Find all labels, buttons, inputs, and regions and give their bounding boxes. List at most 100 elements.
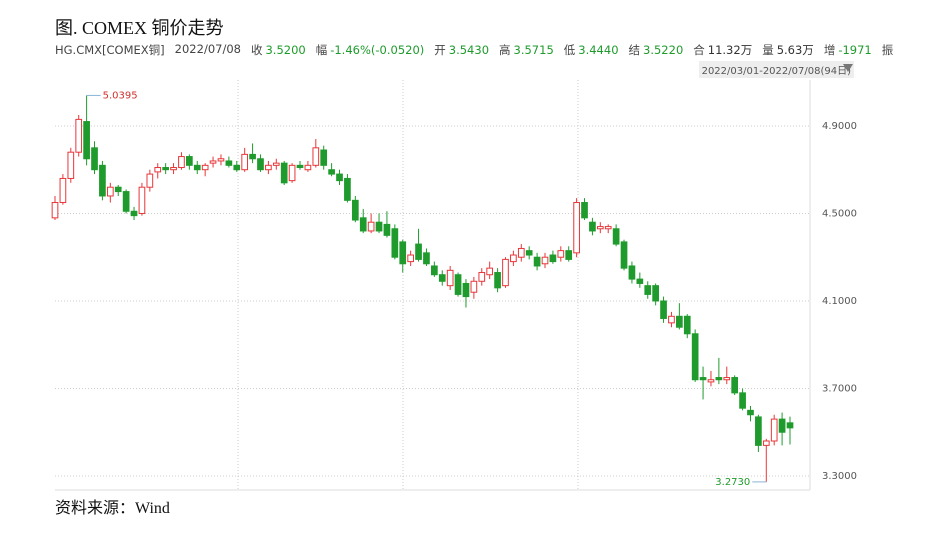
quote-info: HG.CMX[COMEX铜] 2022/07/08 收 3.5200 幅 -1.46%… bbox=[55, 42, 893, 58]
candle-body bbox=[770, 418, 778, 442]
stat-label: 收 bbox=[250, 43, 263, 57]
stat-value: -1.46%(-0.0520) bbox=[330, 43, 425, 57]
candle-body bbox=[549, 254, 557, 263]
stat: 开 3.5430 bbox=[434, 42, 489, 58]
candle-body bbox=[778, 418, 786, 433]
candle-body bbox=[604, 226, 612, 230]
candle-body bbox=[438, 274, 446, 282]
candle-body bbox=[399, 241, 407, 265]
candle-body bbox=[423, 252, 430, 265]
candle-body bbox=[122, 191, 130, 212]
candle-body bbox=[162, 167, 169, 171]
candle-body bbox=[241, 153, 249, 171]
candle-body bbox=[170, 167, 177, 171]
candle-body bbox=[620, 241, 628, 269]
stat-value: 3.4440 bbox=[578, 43, 619, 57]
candle-body bbox=[391, 228, 399, 258]
candle-body bbox=[296, 164, 304, 169]
candle-body bbox=[644, 285, 652, 295]
candle-body bbox=[201, 164, 209, 171]
candle-body bbox=[541, 256, 549, 265]
stat-value: 11.32万 bbox=[707, 43, 753, 57]
candle-body bbox=[304, 164, 312, 171]
candle-body bbox=[446, 269, 454, 287]
candle-body bbox=[383, 223, 391, 236]
stat-label: 增 bbox=[823, 43, 836, 57]
candle-body bbox=[636, 278, 644, 284]
candle-body bbox=[336, 173, 343, 182]
date: 2022/07/08 bbox=[174, 42, 241, 56]
candle-body bbox=[359, 217, 367, 232]
candle-body bbox=[676, 315, 683, 328]
candle-body bbox=[83, 121, 90, 160]
candle-body bbox=[557, 250, 565, 258]
candle-body bbox=[715, 377, 723, 381]
candle-body bbox=[628, 265, 636, 280]
candle-body bbox=[533, 256, 541, 267]
y-tick-label: 4.5000 bbox=[822, 208, 857, 219]
y-tick-label: 4.9000 bbox=[822, 121, 857, 132]
candle-body bbox=[59, 177, 67, 204]
stat: 增 -1971 bbox=[824, 42, 872, 58]
candle-body bbox=[178, 156, 185, 169]
candle-body bbox=[91, 147, 98, 171]
candle-body bbox=[596, 226, 604, 230]
candle-body bbox=[478, 272, 486, 282]
candle-body bbox=[707, 379, 715, 383]
stat: 振 bbox=[882, 42, 894, 58]
stat: 合 11.32万 bbox=[693, 42, 752, 58]
candle-body bbox=[344, 177, 351, 201]
candle-body bbox=[186, 156, 193, 166]
candle-body bbox=[280, 162, 288, 184]
candle-body bbox=[691, 333, 699, 381]
candle-body bbox=[747, 409, 754, 416]
stat-label: 高 bbox=[499, 43, 511, 57]
candle-body bbox=[517, 247, 525, 258]
candle-body bbox=[699, 377, 707, 381]
candle-body bbox=[786, 422, 794, 429]
candle-body bbox=[731, 377, 739, 394]
candle-body bbox=[257, 158, 264, 171]
candle-body bbox=[249, 153, 256, 160]
candle-body bbox=[146, 173, 154, 188]
candle-body bbox=[225, 160, 233, 166]
candle-body bbox=[51, 202, 59, 219]
candle-body bbox=[407, 254, 414, 263]
candle-body bbox=[612, 228, 620, 245]
candle-body bbox=[755, 416, 762, 446]
candle-body bbox=[209, 160, 217, 164]
candle-body bbox=[494, 272, 501, 289]
candle-body bbox=[486, 267, 494, 276]
candle-body bbox=[351, 199, 359, 221]
candle-body bbox=[367, 221, 375, 232]
stat-label: 幅 bbox=[315, 43, 328, 57]
candle-body bbox=[233, 164, 241, 171]
candle-body bbox=[762, 440, 770, 446]
y-tick-label: 3.3000 bbox=[822, 471, 857, 482]
candle-body bbox=[320, 149, 328, 166]
range-text: 2022/03/01-2022/07/08(94日) bbox=[701, 66, 851, 77]
candle-body bbox=[193, 164, 201, 171]
candle-body bbox=[265, 164, 272, 171]
y-tick-label: 4.1000 bbox=[822, 296, 857, 307]
candle-body bbox=[589, 221, 596, 232]
candle-body bbox=[565, 250, 573, 260]
date-range[interactable]: 2022/03/01-2022/07/08(94日) bbox=[698, 61, 854, 78]
candle-body bbox=[581, 202, 588, 219]
candle-body bbox=[573, 202, 580, 254]
stat-label: 开 bbox=[434, 43, 446, 57]
stat-value: 5.63万 bbox=[776, 43, 814, 57]
stat: 结 3.5220 bbox=[629, 42, 684, 58]
stat-label: 结 bbox=[628, 43, 641, 57]
candle-body bbox=[652, 285, 659, 302]
candle-body bbox=[288, 164, 296, 182]
candle-body bbox=[130, 210, 138, 217]
candle-body bbox=[525, 250, 533, 256]
candle-body bbox=[75, 118, 83, 153]
candle-body bbox=[660, 300, 667, 319]
stat: 量 5.63万 bbox=[762, 42, 814, 58]
symbol: HG.CMX[COMEX铜] bbox=[55, 43, 165, 57]
candle-body bbox=[114, 186, 122, 193]
